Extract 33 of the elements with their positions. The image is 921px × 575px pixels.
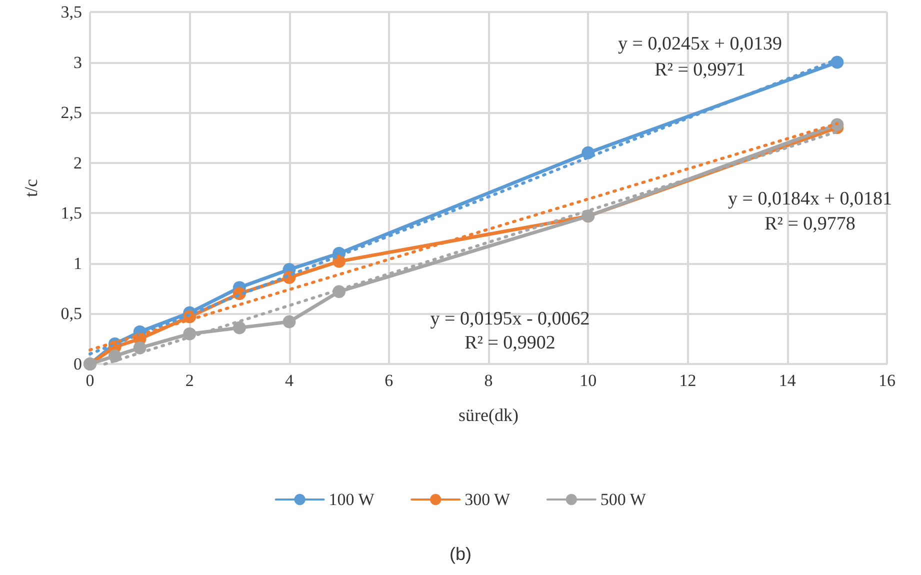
y-axis-title: t/c [21, 179, 41, 197]
annotation: R² = 0,9971 [654, 60, 746, 80]
annotation: y = 0,0195x - 0,0062 [430, 308, 590, 330]
point [133, 341, 146, 354]
point [332, 254, 346, 268]
y-tick-label: 1,5 [60, 204, 82, 223]
legend-label: 500 W [600, 490, 647, 509]
y-tick-label: 3 [74, 52, 82, 72]
text: (b) [450, 544, 472, 564]
x-tick-label: 10 [580, 371, 597, 390]
x-tick-label: 0 [86, 371, 94, 390]
x-tick-label: 14 [778, 371, 796, 390]
y-tick-label: 2,5 [60, 103, 82, 122]
x-tick-label: 6 [384, 371, 394, 390]
annotation: R² = 0,9902 [464, 332, 556, 354]
legend-label: 100 W [328, 490, 376, 509]
x-tick-label: 4 [285, 371, 294, 390]
x-tick-label: 8 [484, 371, 493, 390]
y-tick-label: 1 [74, 254, 82, 273]
annotation: R² = 0,9778 [764, 214, 856, 234]
x-axis-title: süre(dk) [458, 405, 518, 425]
x-tick-label: 2 [185, 371, 194, 390]
annotation: y = 0,0245x + 0,0139 [618, 34, 782, 54]
annotation: y = 0,0184x + 0,0181 [728, 188, 892, 210]
point [282, 315, 296, 328]
y-tick-label: 0 [74, 354, 82, 374]
y-tick-label: 0,5 [60, 304, 82, 324]
y-tick-label: 2 [74, 153, 82, 172]
y-tick-label: 3,5 [60, 2, 82, 22]
x-tick-label: 12 [679, 371, 696, 390]
legend-label: 300 W [464, 490, 512, 509]
point [232, 321, 246, 334]
x-tick-label: 16 [878, 371, 896, 390]
